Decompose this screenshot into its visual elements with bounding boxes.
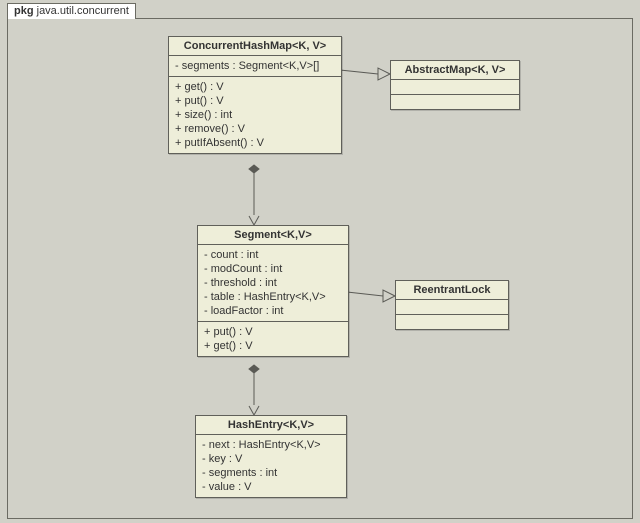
fields-section: - next : HashEntry<K,V>- key : V- segmen… <box>196 435 346 497</box>
package-canvas: pkg java.util.concurrent ConcurrentHashM… <box>0 0 640 523</box>
class-hashentry: HashEntry<K,V> - next : HashEntry<K,V>- … <box>195 415 347 498</box>
class-segment: Segment<K,V> - count : int- modCount : i… <box>197 225 349 357</box>
member-row: - segments : int <box>202 466 340 480</box>
methods-section: + get() : V+ put() : V+ size() : int+ re… <box>169 77 341 153</box>
class-title: HashEntry<K,V> <box>196 416 346 435</box>
member-row: - segments : Segment<K,V>[] <box>175 59 335 73</box>
member-row: - modCount : int <box>204 262 342 276</box>
package-name: java.util.concurrent <box>34 5 129 17</box>
class-concurrenthashmap: ConcurrentHashMap<K, V> - segments : Seg… <box>168 36 342 154</box>
member-row: - threshold : int <box>204 276 342 290</box>
package-tab: pkg java.util.concurrent <box>7 3 136 19</box>
methods-section <box>391 95 519 109</box>
class-title: Segment<K,V> <box>198 226 348 245</box>
member-row: + get() : V <box>204 339 342 353</box>
class-abstractmap: AbstractMap<K, V> <box>390 60 520 110</box>
member-row: + put() : V <box>204 325 342 339</box>
member-row: - count : int <box>204 248 342 262</box>
member-row: - table : HashEntry<K,V> <box>204 290 342 304</box>
package-prefix: pkg <box>14 5 34 17</box>
class-title: ReentrantLock <box>396 281 508 300</box>
member-row: + get() : V <box>175 80 335 94</box>
methods-section <box>396 315 508 329</box>
methods-section: + put() : V+ get() : V <box>198 322 348 356</box>
member-row: - loadFactor : int <box>204 304 342 318</box>
class-reentrantlock: ReentrantLock <box>395 280 509 330</box>
member-row: + remove() : V <box>175 122 335 136</box>
member-row: + putIfAbsent() : V <box>175 136 335 150</box>
member-row: - next : HashEntry<K,V> <box>202 438 340 452</box>
member-row: - key : V <box>202 452 340 466</box>
member-row: + size() : int <box>175 108 335 122</box>
fields-section <box>396 300 508 315</box>
fields-section: - segments : Segment<K,V>[] <box>169 56 341 77</box>
member-row: + put() : V <box>175 94 335 108</box>
fields-section <box>391 80 519 95</box>
class-title: AbstractMap<K, V> <box>391 61 519 80</box>
member-row: - value : V <box>202 480 340 494</box>
class-title: ConcurrentHashMap<K, V> <box>169 37 341 56</box>
fields-section: - count : int- modCount : int- threshold… <box>198 245 348 322</box>
